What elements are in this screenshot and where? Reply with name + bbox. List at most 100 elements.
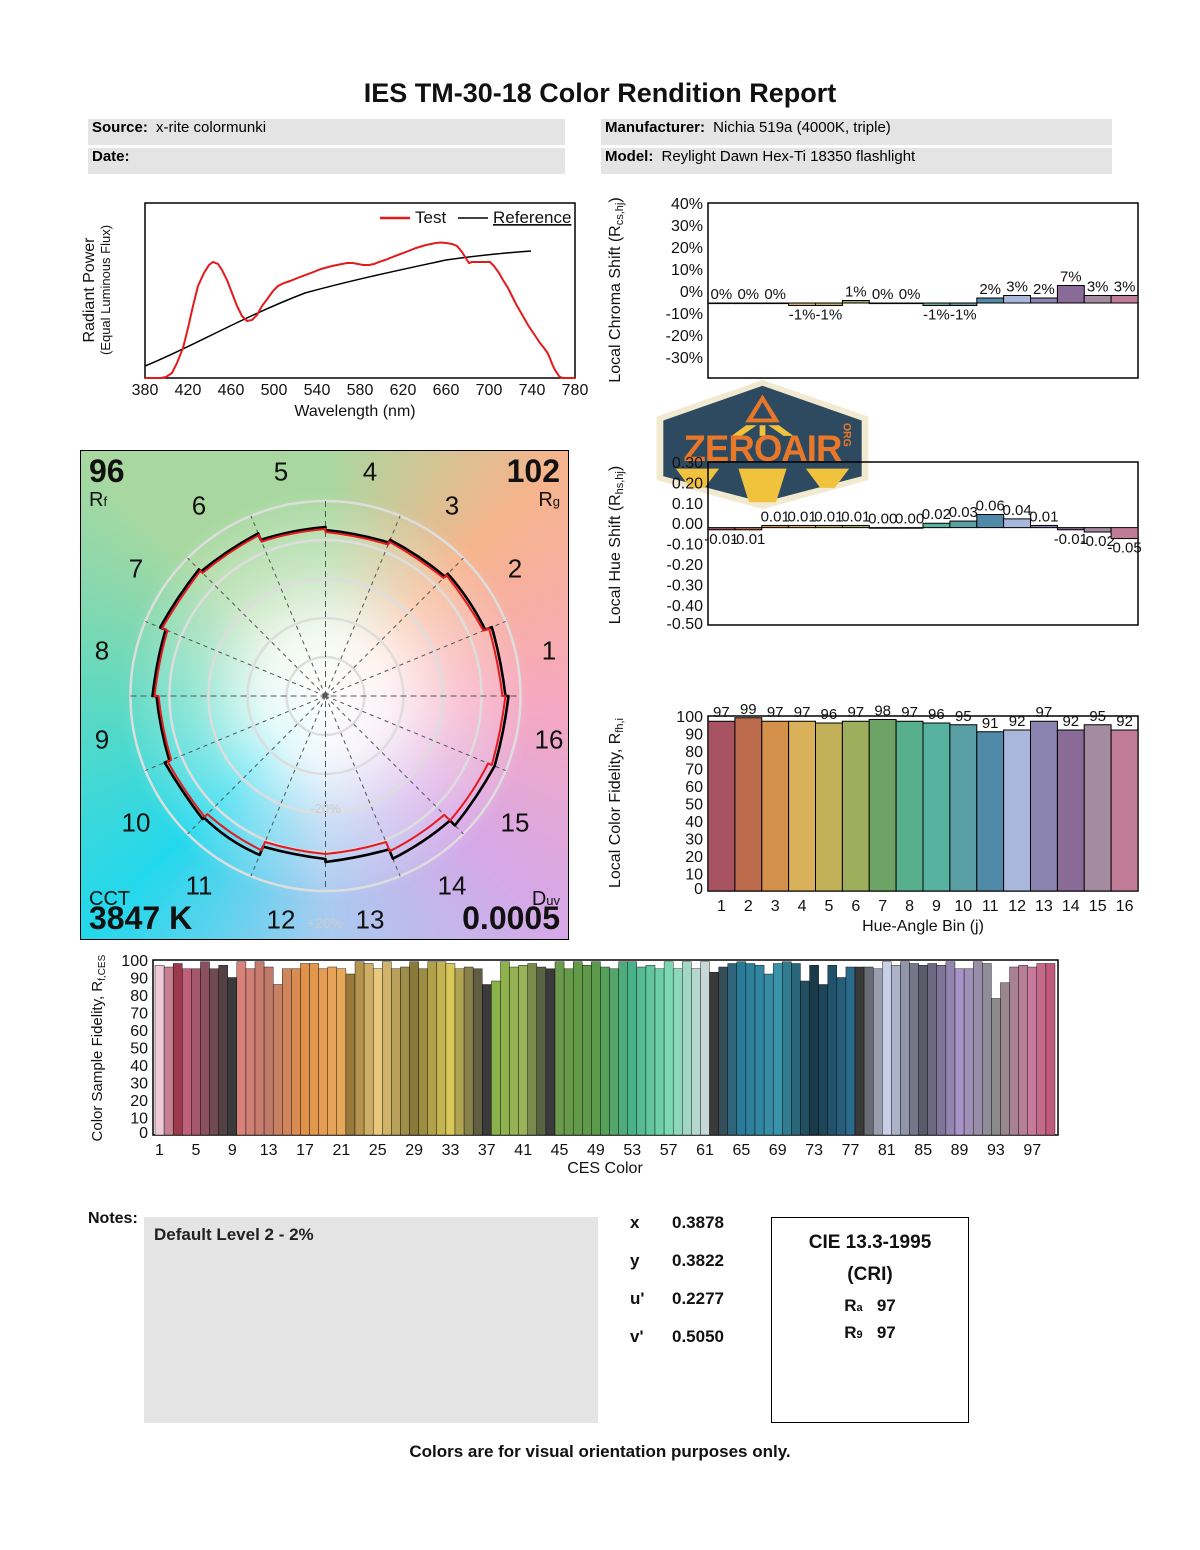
svg-text:50: 50	[685, 797, 703, 814]
svg-text:420: 420	[175, 382, 202, 399]
svg-text:1: 1	[717, 898, 726, 915]
svg-text:40%: 40%	[671, 198, 703, 213]
svg-text:80: 80	[685, 744, 703, 761]
svg-text:1: 1	[155, 1142, 164, 1159]
svg-text:97: 97	[847, 704, 864, 721]
svg-text:100: 100	[121, 955, 148, 970]
svg-text:14: 14	[1062, 898, 1080, 915]
svg-text:37: 37	[478, 1142, 496, 1159]
svg-text:10%: 10%	[671, 262, 703, 279]
svg-text:8: 8	[905, 898, 914, 915]
svg-text:-0.01: -0.01	[731, 531, 765, 548]
svg-text:99: 99	[740, 701, 757, 718]
svg-text:20: 20	[685, 849, 703, 866]
svg-text:0.00: 0.00	[868, 511, 897, 528]
svg-text:-30%: -30%	[666, 350, 703, 367]
svg-text:0.20: 0.20	[672, 475, 703, 492]
svg-text:-1%: -1%	[816, 307, 843, 324]
svg-text:-1%: -1%	[923, 307, 950, 324]
svg-text:-0.10: -0.10	[667, 537, 704, 554]
svg-text:16: 16	[1116, 898, 1134, 915]
svg-text:0.01: 0.01	[841, 508, 870, 525]
svg-text:85: 85	[914, 1142, 932, 1159]
svg-text:30%: 30%	[671, 218, 703, 235]
svg-text:10: 10	[954, 898, 972, 915]
svg-text:53: 53	[623, 1142, 641, 1159]
svg-text:0%: 0%	[711, 286, 733, 303]
svg-text:Local Chroma Shift (Rcs,hj): Local Chroma Shift (Rcs,hj)	[607, 198, 626, 383]
svg-text:(Equal Luminous Flux): (Equal Luminous Flux)	[98, 225, 113, 355]
svg-text:30: 30	[130, 1076, 148, 1093]
svg-text:0.10: 0.10	[672, 496, 703, 513]
svg-text:-1%: -1%	[789, 307, 816, 324]
svg-text:-0.50: -0.50	[667, 616, 704, 633]
svg-text:61: 61	[696, 1142, 714, 1159]
svg-text:21: 21	[333, 1142, 351, 1159]
svg-text:98: 98	[874, 703, 891, 720]
svg-text:96: 96	[821, 706, 838, 723]
svg-text:90: 90	[685, 727, 703, 744]
svg-text:9: 9	[228, 1142, 237, 1159]
svg-text:9: 9	[932, 898, 941, 915]
svg-text:Test: Test	[415, 208, 446, 227]
svg-text:2%: 2%	[1033, 281, 1055, 298]
svg-text:660: 660	[433, 382, 460, 399]
svg-text:6: 6	[851, 898, 860, 915]
svg-text:0: 0	[139, 1125, 148, 1142]
svg-text:-0.30: -0.30	[667, 577, 704, 594]
svg-text:20: 20	[130, 1093, 148, 1110]
svg-text:45: 45	[551, 1142, 569, 1159]
svg-text:60: 60	[130, 1023, 148, 1040]
svg-text:97: 97	[713, 704, 730, 721]
svg-text:5: 5	[191, 1142, 200, 1159]
svg-text:CES Color: CES Color	[567, 1160, 643, 1177]
svg-text:96: 96	[928, 706, 945, 723]
svg-text:20%: 20%	[671, 240, 703, 257]
svg-text:0%: 0%	[737, 286, 759, 303]
svg-text:69: 69	[769, 1142, 787, 1159]
svg-text:13: 13	[260, 1142, 278, 1159]
svg-text:65: 65	[733, 1142, 751, 1159]
svg-text:89: 89	[951, 1142, 969, 1159]
svg-text:-0.20: -0.20	[667, 557, 704, 574]
svg-text:73: 73	[805, 1142, 823, 1159]
svg-text:91: 91	[982, 715, 999, 732]
svg-text:-20%: -20%	[666, 328, 703, 345]
svg-text:80: 80	[130, 988, 148, 1005]
svg-text:77: 77	[842, 1142, 860, 1159]
svg-text:ORG: ORG	[840, 423, 852, 447]
svg-text:460: 460	[218, 382, 245, 399]
svg-text:57: 57	[660, 1142, 678, 1159]
svg-text:5: 5	[824, 898, 833, 915]
svg-text:780: 780	[562, 382, 589, 399]
svg-text:620: 620	[390, 382, 417, 399]
svg-text:0.01: 0.01	[1029, 508, 1058, 525]
svg-text:0.02: 0.02	[922, 506, 951, 523]
svg-text:93: 93	[987, 1142, 1005, 1159]
svg-text:0.06: 0.06	[976, 498, 1005, 515]
svg-text:0.01: 0.01	[787, 508, 816, 525]
svg-text:-0.40: -0.40	[667, 598, 704, 615]
svg-text:25: 25	[369, 1142, 387, 1159]
svg-text:97: 97	[1036, 704, 1053, 721]
svg-text:29: 29	[405, 1142, 423, 1159]
svg-text:2: 2	[744, 898, 753, 915]
svg-text:95: 95	[1089, 708, 1106, 725]
svg-text:0%: 0%	[764, 286, 786, 303]
svg-text:97: 97	[767, 704, 784, 721]
svg-text:3: 3	[771, 898, 780, 915]
svg-text:Radiant Power: Radiant Power	[81, 237, 98, 343]
svg-text:4: 4	[798, 898, 807, 915]
svg-text:97: 97	[1023, 1142, 1041, 1159]
svg-text:33: 33	[442, 1142, 460, 1159]
svg-text:Local Color Fidelity, Rfh,i: Local Color Fidelity, Rfh,i	[607, 718, 626, 888]
svg-text:3%: 3%	[1114, 279, 1136, 296]
svg-text:-0.05: -0.05	[1107, 540, 1141, 557]
svg-text:2%: 2%	[979, 281, 1001, 298]
svg-text:0%: 0%	[680, 284, 703, 301]
svg-text:40: 40	[130, 1058, 148, 1075]
svg-text:540: 540	[304, 382, 331, 399]
svg-text:92: 92	[1116, 713, 1133, 730]
svg-text:92: 92	[1009, 713, 1026, 730]
svg-text:15: 15	[1089, 898, 1107, 915]
